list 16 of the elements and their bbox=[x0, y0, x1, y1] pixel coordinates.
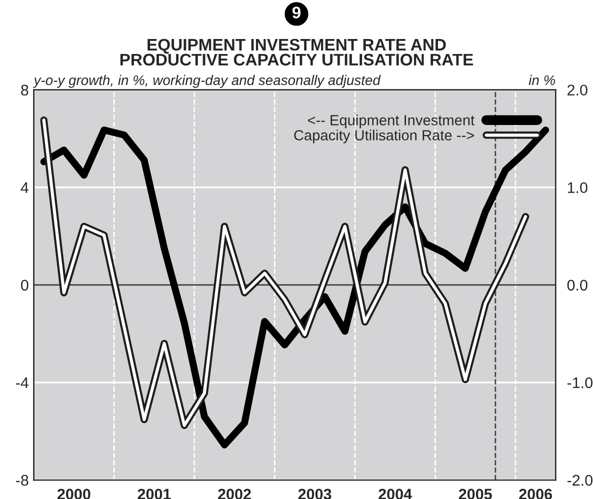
y2-tick-label: 0.0 bbox=[567, 280, 588, 291]
y2-tick-label: 1.0 bbox=[568, 182, 588, 194]
y-tick-label: 8 bbox=[21, 84, 28, 96]
y2-axis-title: in % bbox=[528, 74, 556, 86]
y2-tick-label: -2.0 bbox=[567, 474, 592, 486]
y-tick-label: -4 bbox=[16, 378, 28, 388]
y-tick-label: -8 bbox=[16, 474, 28, 486]
y-tick-label: 4 bbox=[20, 182, 28, 193]
chart-title: EQUIPMENT INVESTMENT RATE AND PRODUCTIVE CAPACITY UTILISATION RATE bbox=[120, 38, 474, 66]
y2-tick-label: 2.0 bbox=[568, 84, 588, 96]
legend-label: Capacity Utilisation Rate --> bbox=[294, 130, 474, 144]
text: 9 bbox=[292, 6, 301, 18]
y-axis-title: y-o-y growth, in %, working-day and seasonally adjusted bbox=[33, 74, 381, 88]
y-tick-label: 0 bbox=[21, 280, 28, 291]
legend-label: <-- Equipment Investment bbox=[308, 114, 474, 128]
y2-tick-label: -1.0 bbox=[567, 377, 592, 388]
